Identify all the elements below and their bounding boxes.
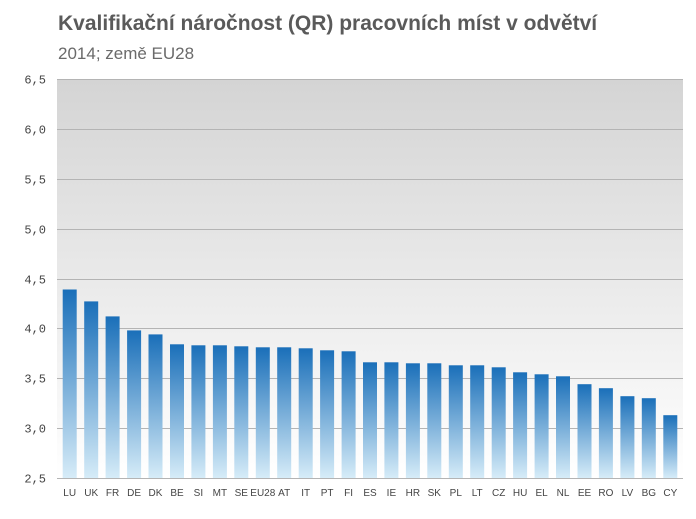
bar-hr xyxy=(405,363,420,478)
y-tick-label: 4,0 xyxy=(24,323,46,337)
x-tick-label: EE xyxy=(578,488,592,499)
x-tick-label: DE xyxy=(127,488,141,499)
x-tick-label: LV xyxy=(622,488,634,499)
y-tick-label: 6,5 xyxy=(24,74,46,88)
bar-fr xyxy=(105,316,120,478)
y-tick-label: 5,5 xyxy=(24,174,46,188)
bar-cy xyxy=(663,415,678,478)
bar-mt xyxy=(212,345,227,478)
x-tick-label: FR xyxy=(106,488,119,499)
x-tick-label: SE xyxy=(235,488,249,499)
bar-es xyxy=(363,362,377,478)
bar-lt xyxy=(470,365,485,478)
bar-de xyxy=(127,330,142,478)
bar-se xyxy=(234,346,249,478)
x-tick-label: PT xyxy=(321,488,334,499)
x-tick-label: FI xyxy=(344,488,353,499)
y-tick-label: 5,0 xyxy=(24,224,46,238)
x-tick-label: NL xyxy=(557,488,570,499)
x-tick-label: CY xyxy=(663,488,677,499)
x-tick-label: CZ xyxy=(492,488,505,499)
chart-subtitle: 2014; země EU28 xyxy=(58,44,195,63)
x-tick-label: HR xyxy=(406,488,420,499)
bar-si xyxy=(191,345,206,478)
x-tick-label: BG xyxy=(642,488,657,499)
x-tick-label: HU xyxy=(513,488,527,499)
x-tick-label: RO xyxy=(598,488,613,499)
x-tick-label: LU xyxy=(63,488,76,499)
bar-bg xyxy=(641,398,656,478)
y-tick-label: 6,0 xyxy=(24,124,46,138)
x-tick-label: LT xyxy=(472,488,483,499)
x-tick-label: IE xyxy=(387,488,397,499)
bar-ro xyxy=(598,388,613,478)
x-tick-label: EU28 xyxy=(250,488,275,499)
bar-dk xyxy=(148,334,163,478)
x-tick-label: UK xyxy=(84,488,98,499)
bar-uk xyxy=(84,301,99,478)
x-tick-label: MT xyxy=(213,488,227,499)
bar-lv xyxy=(620,396,635,478)
y-tick-label: 2,5 xyxy=(24,473,46,487)
x-tick-label: SI xyxy=(194,488,203,499)
bar-pl xyxy=(448,365,463,478)
bar-it xyxy=(298,348,313,478)
chart-title: Kvalifikační náročnost (QR) pracovních m… xyxy=(58,12,598,35)
bar-lu xyxy=(62,289,77,478)
bar-hu xyxy=(513,372,528,478)
bar-fi xyxy=(341,351,356,478)
x-tick-label: PL xyxy=(450,488,463,499)
y-tick-label: 4,5 xyxy=(24,274,46,288)
x-tick-label: IT xyxy=(301,488,310,499)
x-tick-label: AT xyxy=(278,488,290,499)
x-tick-label: DK xyxy=(149,488,163,499)
y-tick-label: 3,5 xyxy=(24,373,46,387)
x-tick-label: BE xyxy=(170,488,184,499)
bar-eu28 xyxy=(255,347,270,478)
bar-pt xyxy=(320,350,335,478)
bar-nl xyxy=(556,376,570,478)
x-tick-label: EL xyxy=(535,488,548,499)
bar-el xyxy=(534,374,549,478)
bar-sk xyxy=(427,363,442,478)
x-tick-label: SK xyxy=(428,488,442,499)
y-tick-label: 3,0 xyxy=(24,423,46,437)
bar-ie xyxy=(384,362,399,478)
bar-be xyxy=(170,344,184,478)
bar-ee xyxy=(577,384,592,478)
bar-at xyxy=(277,347,292,478)
x-tick-label: ES xyxy=(363,488,377,499)
bar-cz xyxy=(491,367,506,478)
